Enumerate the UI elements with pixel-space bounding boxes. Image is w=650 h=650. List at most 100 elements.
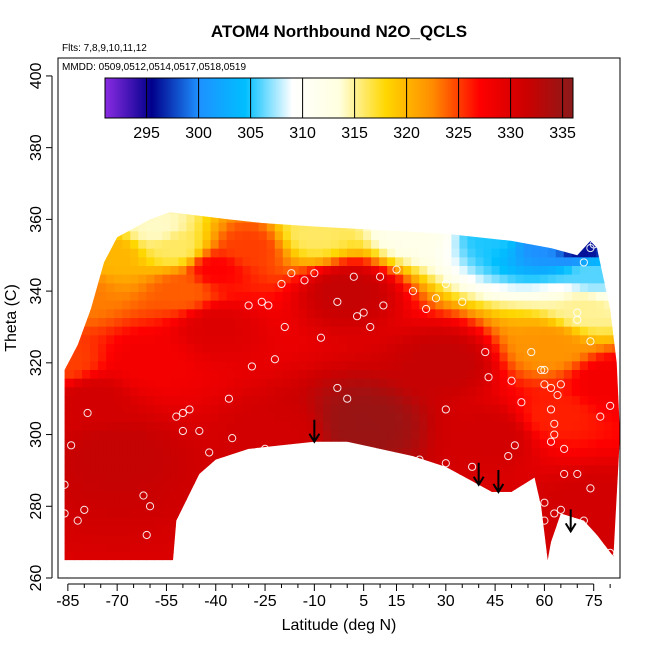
- field-cell: [435, 543, 444, 553]
- field-cell: [202, 283, 212, 293]
- field-cell: [274, 274, 284, 284]
- field-cell: [403, 378, 412, 388]
- field-cell: [499, 248, 509, 258]
- field-cell: [395, 292, 404, 302]
- field-cell: [282, 300, 292, 310]
- field-cell: [347, 248, 356, 258]
- field-cell: [483, 413, 493, 423]
- field-cell: [322, 292, 332, 302]
- field-cell: [282, 318, 292, 328]
- field-cell: [90, 361, 99, 371]
- field-cell: [170, 214, 180, 224]
- field-cell: [379, 309, 388, 319]
- field-cell: [363, 222, 372, 232]
- field-cell: [74, 197, 83, 206]
- field-cell: [604, 569, 613, 578]
- field-cell: [395, 309, 404, 319]
- field-cell: [322, 491, 332, 501]
- field-cell: [451, 240, 461, 250]
- field-cell: [330, 508, 340, 518]
- field-cell: [66, 543, 75, 553]
- field-cell: [202, 534, 212, 544]
- field-cell: [243, 179, 252, 188]
- field-cell: [555, 378, 565, 388]
- field-cell: [532, 119, 541, 128]
- field-cell: [178, 292, 188, 302]
- field-cell: [347, 335, 356, 345]
- field-cell: [267, 569, 276, 578]
- field-cell: [98, 517, 107, 527]
- field-cell: [443, 231, 452, 241]
- field-cell: [451, 212, 461, 215]
- field-cell: [532, 58, 541, 67]
- field-cell: [531, 396, 541, 406]
- field-cell: [531, 456, 541, 466]
- field-cell: [539, 517, 549, 527]
- field-cell: [587, 430, 597, 440]
- field-cell: [411, 465, 420, 475]
- field-cell: [170, 145, 179, 154]
- field-cell: [66, 482, 75, 492]
- field-cell: [90, 274, 99, 284]
- field-cell: [106, 370, 115, 380]
- field-cell: [138, 404, 147, 414]
- field-cell: [138, 212, 147, 215]
- field-cell: [395, 188, 404, 197]
- field-cell: [371, 352, 380, 362]
- field-cell: [122, 430, 131, 440]
- field-cell: [146, 309, 155, 319]
- field-cell: [331, 127, 340, 136]
- field-cell: [322, 482, 332, 492]
- field-cell: [587, 396, 597, 406]
- field-cell: [603, 456, 613, 466]
- field-cell: [243, 561, 252, 570]
- field-cell: [90, 439, 99, 449]
- field-cell: [483, 430, 493, 440]
- field-cell: [219, 145, 228, 154]
- field-cell: [154, 491, 163, 501]
- field-cell: [154, 439, 163, 449]
- field-cell: [162, 231, 171, 241]
- field-cell: [322, 335, 332, 345]
- field-cell: [427, 439, 436, 449]
- field-cell: [548, 67, 557, 76]
- field-cell: [492, 561, 501, 570]
- field-cell: [379, 448, 388, 458]
- field-cell: [339, 222, 348, 232]
- field-cell: [130, 248, 139, 258]
- field-cell: [347, 378, 356, 388]
- field-cell: [363, 517, 372, 527]
- field-cell: [66, 214, 75, 224]
- field-cell: [298, 430, 308, 440]
- field-cell: [82, 500, 91, 510]
- field-cell: [580, 561, 589, 570]
- field-cell: [539, 240, 549, 250]
- field-cell: [90, 240, 99, 250]
- field-cell: [90, 318, 99, 328]
- field-cell: [106, 318, 115, 328]
- field-cell: [82, 474, 91, 484]
- field-cell: [218, 526, 228, 536]
- field-cell: [355, 240, 364, 250]
- field-cell: [218, 413, 228, 423]
- field-cell: [330, 335, 340, 345]
- field-cell: [524, 153, 533, 162]
- field-cell: [547, 352, 557, 362]
- field-cell: [211, 179, 220, 188]
- field-cell: [234, 439, 244, 449]
- field-cell: [130, 361, 139, 371]
- field-cell: [539, 222, 549, 232]
- field-cell: [122, 378, 131, 388]
- field-cell: [282, 482, 292, 492]
- field-cell: [330, 526, 340, 536]
- field-cell: [242, 526, 252, 536]
- field-cell: [427, 257, 436, 267]
- field-cell: [500, 188, 509, 197]
- field-cell: [459, 404, 469, 414]
- field-cell: [539, 335, 549, 345]
- field-cell: [571, 482, 581, 492]
- field-cell: [58, 145, 67, 154]
- field-cell: [379, 318, 388, 328]
- field-cell: [524, 179, 533, 188]
- field-cell: [282, 526, 292, 536]
